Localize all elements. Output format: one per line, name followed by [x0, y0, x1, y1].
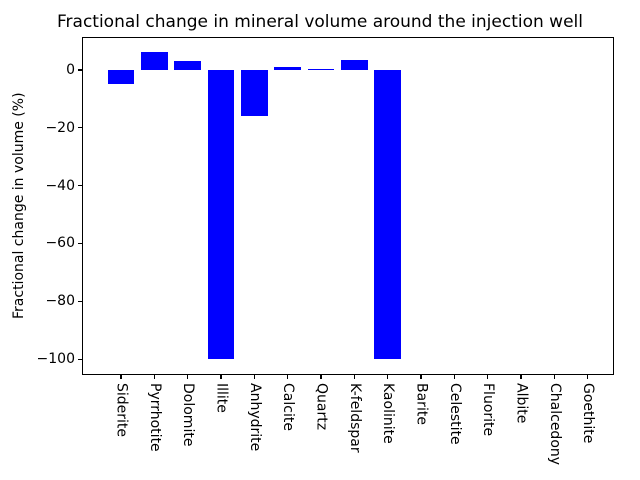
- x-tick-mark: [553, 374, 555, 379]
- x-tick-mark: [287, 374, 289, 379]
- x-tick-label: Fluorite: [480, 382, 497, 436]
- y-tick-mark: [78, 300, 82, 302]
- x-tick-mark: [320, 374, 322, 379]
- x-tick-mark: [487, 374, 489, 379]
- bar-kaolinite: [374, 69, 401, 360]
- bar-pyrrhotite: [140, 52, 168, 70]
- y-tick-mark: [78, 185, 82, 187]
- x-tick-label: Pyrrhotite: [146, 382, 163, 452]
- x-tick-label: Siderite: [113, 382, 130, 437]
- x-tick-label: K-feldspar: [346, 382, 363, 453]
- y-tick-label: −40: [45, 177, 75, 194]
- bar-dolomite: [174, 61, 201, 70]
- x-tick-mark: [420, 374, 422, 379]
- bar-quartz: [307, 68, 335, 70]
- x-tick-label: Anhydrite: [246, 382, 263, 451]
- chart-title: Fractional change in mineral volume arou…: [57, 12, 583, 32]
- y-tick-label: −20: [45, 119, 75, 136]
- bar-anhydrite: [240, 69, 268, 116]
- bar-siderite: [107, 69, 135, 84]
- x-tick-mark: [353, 374, 355, 379]
- x-tick-label: Quartz: [313, 382, 330, 430]
- x-tick-mark: [187, 374, 189, 379]
- x-tick-label: Kaolinite: [380, 382, 397, 444]
- y-tick-mark: [78, 242, 82, 245]
- x-tick-mark: [120, 374, 122, 379]
- bar-illite: [207, 69, 235, 360]
- x-tick-label: Chalcedony: [546, 382, 563, 465]
- x-tick-label: Dolomite: [180, 382, 197, 446]
- x-tick-mark: [520, 374, 522, 379]
- x-tick-mark: [587, 374, 589, 379]
- x-tick-mark: [220, 374, 222, 379]
- bar-calcite: [274, 66, 301, 70]
- x-tick-label: Illite: [213, 382, 230, 413]
- x-tick-mark: [253, 374, 255, 379]
- x-tick-mark: [387, 374, 389, 379]
- y-tick-label: −60: [45, 235, 75, 252]
- bar-k-feldspar: [340, 60, 368, 70]
- x-tick-label: Celestite: [446, 382, 463, 445]
- y-tick-label: −100: [36, 351, 75, 368]
- y-tick-label: 0: [66, 61, 75, 78]
- x-tick-label: Albite: [513, 382, 530, 423]
- x-tick-mark: [153, 374, 155, 379]
- y-tick-mark: [78, 127, 82, 129]
- y-tick-mark: [78, 69, 82, 71]
- x-tick-label: Barite: [413, 382, 430, 425]
- y-tick-mark: [78, 358, 82, 360]
- plot-area: [82, 37, 614, 375]
- y-tick-label: −80: [45, 293, 75, 310]
- x-tick-label: Goethite: [580, 382, 597, 443]
- x-tick-label: Calcite: [280, 382, 297, 431]
- x-tick-mark: [453, 374, 455, 379]
